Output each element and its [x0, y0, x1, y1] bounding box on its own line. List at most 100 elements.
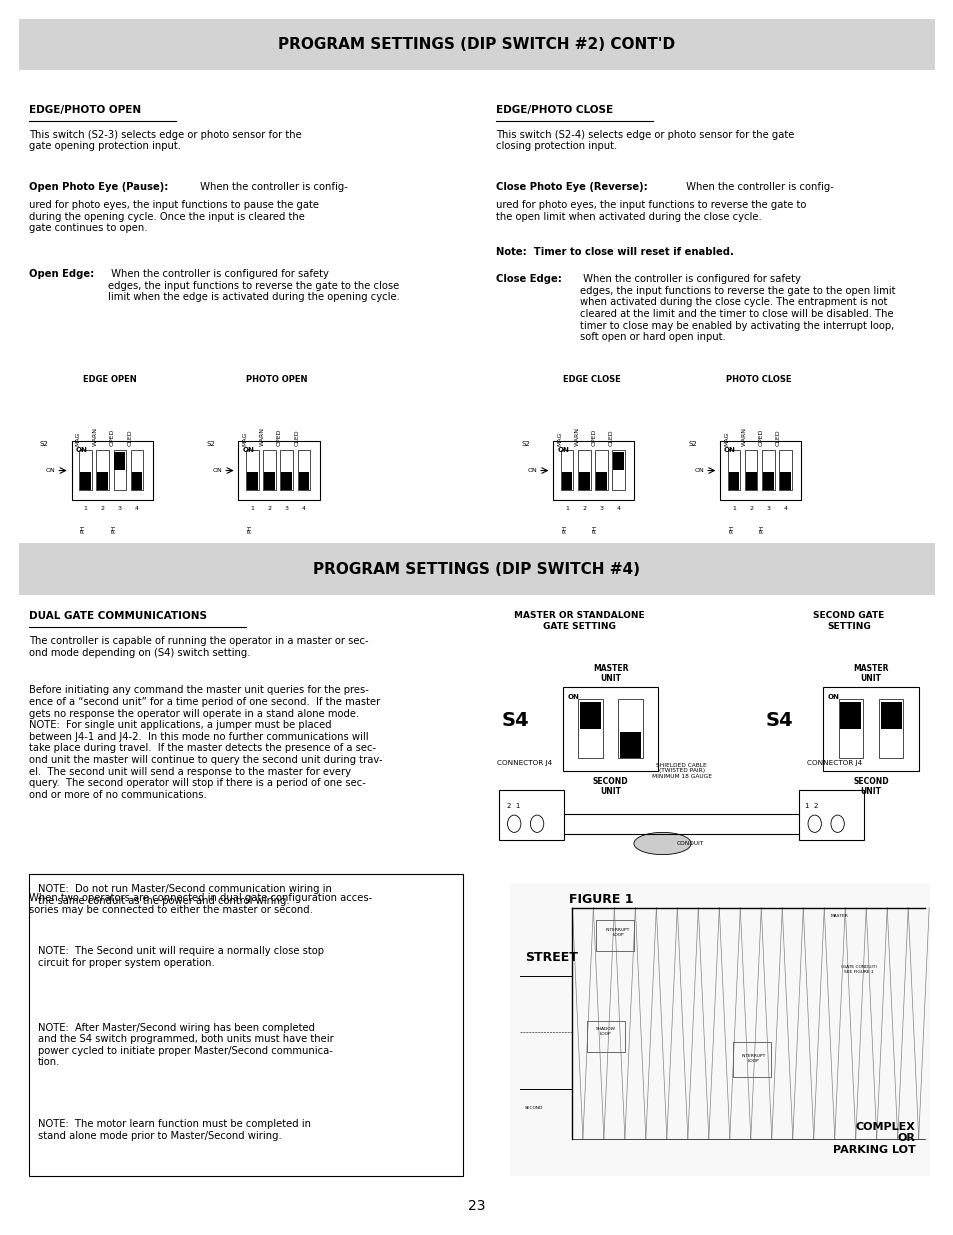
Bar	[79, 450, 91, 490]
Text: The controller is capable of running the operator in a master or sec-
ond mode d: The controller is capable of running the…	[29, 636, 368, 657]
Bar	[280, 450, 293, 490]
Bar	[762, 472, 773, 490]
Text: INTERRUPT
LOOP: INTERRUPT LOOP	[740, 1055, 765, 1062]
Text: S2: S2	[521, 441, 530, 447]
Text: 2: 2	[100, 506, 105, 511]
Text: ON: ON	[694, 468, 703, 473]
Text: COMPLEX
OR
PARKING LOT: COMPLEX OR PARKING LOT	[832, 1121, 915, 1155]
Bar	[132, 472, 142, 490]
Text: CONNECTOR J4: CONNECTOR J4	[497, 760, 552, 766]
Text: S4: S4	[501, 710, 528, 730]
Bar	[264, 472, 274, 490]
Bar	[263, 450, 275, 490]
Text: MAG: MAG	[242, 431, 248, 446]
Bar	[238, 441, 319, 500]
Ellipse shape	[633, 832, 690, 855]
Text: (GATE CONDUIT)
SEE FIGURE 1: (GATE CONDUIT) SEE FIGURE 1	[840, 966, 876, 973]
Bar	[596, 472, 606, 490]
Text: FIGURE 1: FIGURE 1	[568, 893, 633, 906]
Bar	[880, 701, 901, 729]
Text: ON: ON	[75, 447, 87, 453]
Text: PH: PH	[592, 525, 598, 534]
Bar	[562, 687, 658, 771]
Text: SHIELDED CABLE
(TWISTED PAIR)
MINIMUM 18 GAUGE: SHIELDED CABLE (TWISTED PAIR) MINIMUM 18…	[651, 763, 711, 779]
Text: CONDUIT: CONDUIT	[677, 841, 703, 846]
Bar	[247, 472, 257, 490]
Text: MASTER
UNIT: MASTER UNIT	[592, 663, 628, 683]
Bar	[728, 472, 739, 490]
Text: S2: S2	[688, 441, 697, 447]
Text: S2: S2	[207, 441, 215, 447]
Text: INTERRUPT
LOOP: INTERRUPT LOOP	[605, 929, 630, 936]
Text: SECOND GATE
SETTING: SECOND GATE SETTING	[813, 611, 883, 631]
Bar	[560, 450, 573, 490]
Text: 2: 2	[748, 506, 753, 511]
Bar	[498, 790, 563, 840]
Text: EDGE CLOSE: EDGE CLOSE	[562, 375, 619, 384]
Text: 4: 4	[134, 506, 139, 511]
Text: 4: 4	[782, 506, 787, 511]
Bar	[29, 874, 462, 1176]
Text: ON: ON	[46, 468, 55, 473]
Bar	[596, 920, 634, 951]
Text: ON: ON	[723, 447, 735, 453]
Bar	[246, 450, 258, 490]
Text: MAG: MAG	[723, 431, 729, 446]
Text: SECOND: SECOND	[524, 1105, 543, 1110]
Text: EDGE/PHOTO OPEN: EDGE/PHOTO OPEN	[29, 105, 141, 115]
Text: OPED: OPED	[591, 429, 597, 446]
Text: ON: ON	[527, 468, 537, 473]
Text: PROGRAM SETTINGS (DIP SWITCH #2) CONT'D: PROGRAM SETTINGS (DIP SWITCH #2) CONT'D	[278, 37, 675, 52]
Text: DUAL GATE COMMUNICATIONS: DUAL GATE COMMUNICATIONS	[29, 611, 207, 621]
Bar	[297, 450, 310, 490]
Text: 4: 4	[301, 506, 306, 511]
Bar	[595, 450, 607, 490]
Text: PH: PH	[728, 525, 734, 534]
Text: 4: 4	[616, 506, 620, 511]
Bar	[561, 472, 572, 490]
Bar	[281, 472, 292, 490]
Bar	[745, 472, 756, 490]
Text: ON: ON	[213, 468, 222, 473]
Text: ured for photo eyes, the input functions to reverse the gate to
the open limit w: ured for photo eyes, the input functions…	[496, 200, 805, 221]
Text: Open Photo Eye (Pause):: Open Photo Eye (Pause):	[29, 182, 168, 191]
Text: 1: 1	[731, 506, 736, 511]
Bar	[96, 450, 109, 490]
Text: 3: 3	[765, 506, 770, 511]
Text: MASTER
UNIT: MASTER UNIT	[852, 663, 888, 683]
Bar	[71, 441, 152, 500]
Text: When the controller is configured for safety
edges, the input functions to rever: When the controller is configured for sa…	[579, 274, 895, 342]
Bar	[720, 441, 801, 500]
Bar	[579, 701, 600, 729]
Text: This switch (S2-4) selects edge or photo sensor for the gate
closing protection : This switch (S2-4) selects edge or photo…	[496, 130, 794, 151]
Bar	[80, 472, 91, 490]
Text: S4: S4	[765, 710, 792, 730]
Text: MAG: MAG	[557, 431, 562, 446]
Bar	[799, 790, 863, 840]
Text: SECOND
UNIT: SECOND UNIT	[592, 777, 628, 797]
Bar	[878, 699, 902, 758]
Bar	[298, 472, 309, 490]
Bar	[131, 450, 143, 490]
Text: Note:  Timer to close will reset if enabled.: Note: Timer to close will reset if enabl…	[496, 247, 733, 257]
Circle shape	[530, 815, 543, 832]
Circle shape	[807, 815, 821, 832]
Text: CLED: CLED	[775, 430, 781, 446]
Text: SHADOW
LOOP: SHADOW LOOP	[596, 1028, 615, 1035]
Text: CLED: CLED	[294, 430, 299, 446]
Text: 2: 2	[267, 506, 272, 511]
Text: PHOTO CLOSE: PHOTO CLOSE	[725, 375, 790, 384]
Circle shape	[507, 815, 520, 832]
Text: OPED: OPED	[276, 429, 282, 446]
Text: 1  2: 1 2	[804, 803, 818, 809]
Bar	[779, 450, 791, 490]
Bar	[618, 699, 642, 758]
Bar	[553, 441, 634, 500]
Text: ured for photo eyes, the input functions to pause the gate
during the opening cy: ured for photo eyes, the input functions…	[29, 200, 318, 233]
Bar	[613, 452, 623, 471]
Bar	[727, 450, 740, 490]
Text: WARN: WARN	[259, 427, 265, 446]
Text: Close Photo Eye (Reverse):: Close Photo Eye (Reverse):	[496, 182, 647, 191]
Bar	[822, 687, 918, 771]
Text: EDGE/PHOTO CLOSE: EDGE/PHOTO CLOSE	[496, 105, 613, 115]
